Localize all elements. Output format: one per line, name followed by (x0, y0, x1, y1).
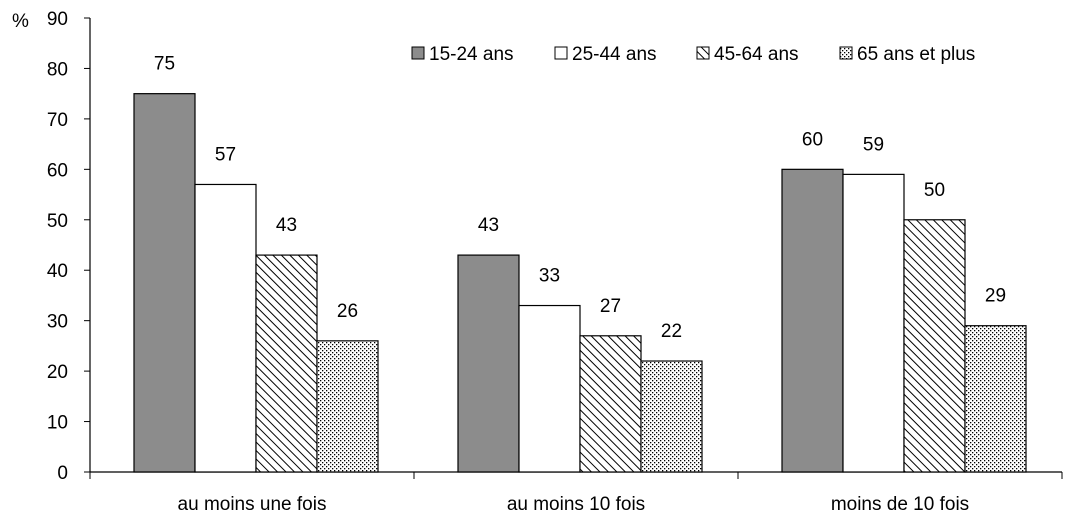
data-label: 60 (802, 129, 823, 150)
bar (518, 304, 581, 473)
data-label: 50 (924, 180, 945, 201)
x-tick-label: au moins une fois (178, 494, 327, 515)
legend-label: 25-44 ans (572, 44, 657, 65)
y-tick-label: 70 (47, 110, 68, 131)
legend-swatch (411, 46, 425, 60)
bar (964, 325, 1027, 473)
bar (133, 93, 196, 473)
data-label: 43 (276, 215, 297, 236)
data-label: 59 (863, 134, 884, 155)
bar (781, 168, 844, 473)
legend-swatch (839, 46, 853, 60)
data-label: 27 (600, 296, 621, 317)
data-labels: 75 57 43 26 43 33 27 22 60 59 50 29 (154, 54, 1006, 342)
y-tick-label: 80 (47, 59, 68, 80)
bar (194, 183, 257, 473)
data-label: 75 (154, 54, 175, 75)
y-ticks: 0 10 20 30 40 50 60 70 80 90 (47, 9, 90, 484)
legend-label: 15-24 ans (429, 44, 514, 65)
legend-swatch (554, 46, 568, 60)
bars (133, 93, 1027, 473)
legend-swatch (696, 46, 710, 60)
bar (903, 219, 966, 473)
data-label: 22 (661, 321, 682, 342)
data-label: 29 (985, 286, 1006, 307)
bar (255, 254, 318, 473)
y-tick-label: 30 (47, 312, 68, 333)
data-label: 57 (215, 144, 236, 165)
data-label: 43 (478, 215, 499, 236)
x-tick-label: au moins 10 fois (507, 494, 645, 515)
bar (457, 254, 520, 473)
x-ticks: au moins une fois au moins 10 fois moins d… (89, 472, 1063, 515)
x-tick-label: moins de 10 fois (831, 494, 969, 515)
data-label: 33 (539, 266, 560, 287)
y-tick-label: 90 (47, 9, 68, 30)
y-tick-label: 50 (47, 211, 68, 232)
data-label: 26 (337, 301, 358, 322)
bar (316, 340, 379, 473)
y-tick-label: 60 (47, 160, 68, 181)
y-unit-label: % (12, 11, 29, 32)
bar (842, 173, 905, 473)
y-tick-label: 40 (47, 261, 68, 282)
bar (640, 360, 703, 473)
legend-label: 45-64 ans (714, 44, 799, 65)
y-tick-label: 20 (47, 362, 68, 383)
y-tick-label: 10 (47, 413, 68, 434)
y-tick-label: 0 (57, 463, 68, 484)
legend-label: 65 ans et plus (857, 44, 975, 65)
bar (579, 335, 642, 473)
legend: 15-24 ans 25-44 ans 45-64 ans 65 ans et plu… (411, 44, 975, 65)
